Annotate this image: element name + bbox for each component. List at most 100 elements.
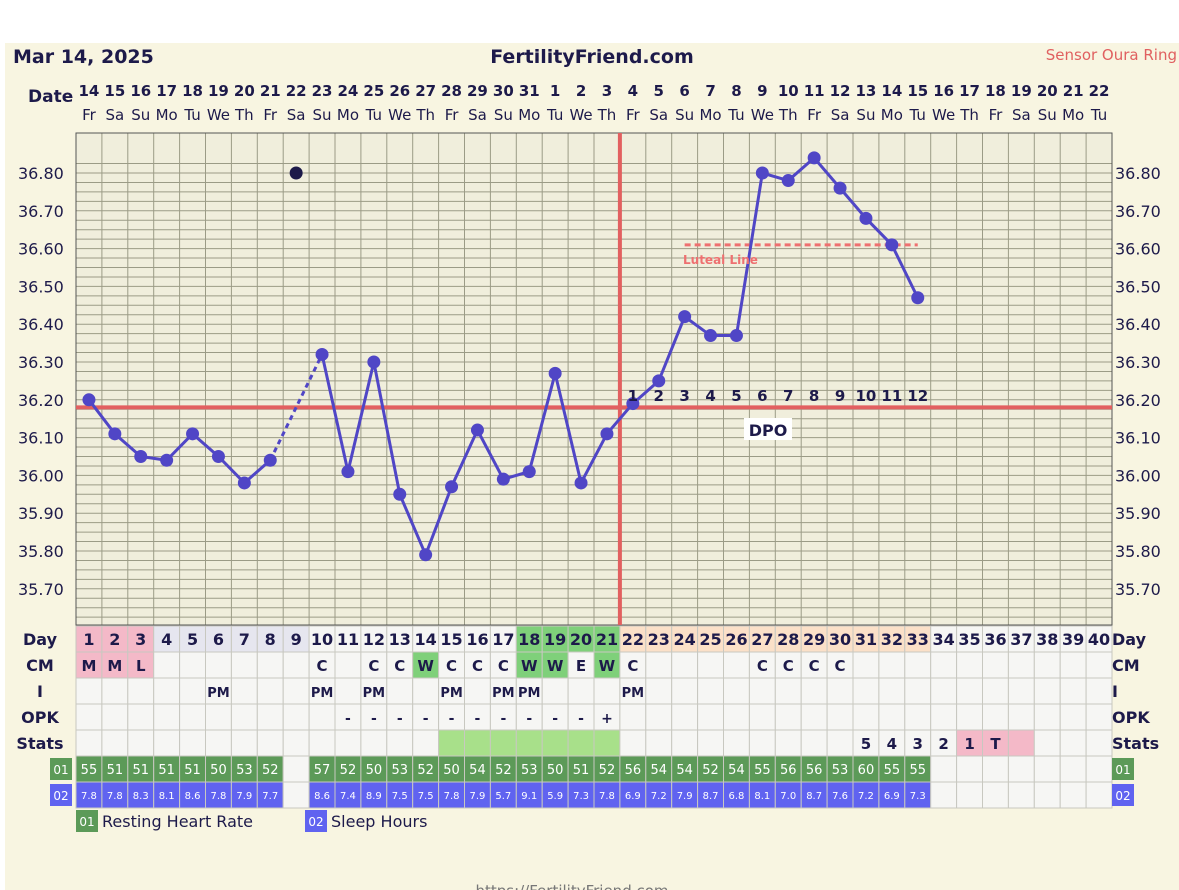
row-cell	[723, 781, 750, 809]
date-weekday: Su	[313, 106, 332, 124]
dpo-number: 3	[679, 387, 689, 405]
dpo-label-box	[744, 418, 792, 440]
dpo-number: 10	[856, 387, 877, 405]
row-badge-right-text: 02	[1115, 789, 1130, 803]
legend-badge-rhr	[76, 810, 98, 832]
row-badge-left-text: 02	[53, 789, 68, 803]
row-label-left-cm: CM	[26, 656, 54, 675]
temperature-point	[678, 310, 692, 324]
row-cell	[567, 651, 595, 679]
row-cell	[619, 625, 647, 653]
row-cell	[1059, 729, 1087, 757]
date-weekday: Sa	[1012, 106, 1031, 124]
sleep-value: 8.6	[314, 791, 330, 802]
intercourse-value: PM	[518, 686, 540, 701]
sleep-value: 6.8	[728, 791, 744, 802]
temperature-point	[108, 427, 122, 441]
row-cell	[800, 781, 828, 809]
temperature-point	[263, 453, 277, 467]
row-cell	[1059, 781, 1087, 809]
dpo-number: 9	[835, 387, 845, 405]
row-cell	[723, 703, 750, 731]
row-cell	[127, 755, 155, 783]
opk-value: -	[345, 711, 351, 727]
row-cell	[956, 651, 983, 679]
row-cell	[1059, 703, 1087, 731]
stats-value: T	[990, 735, 1001, 753]
row-cell	[75, 781, 103, 809]
row-cell	[748, 729, 776, 757]
date-number: 3	[602, 82, 612, 100]
cycle-day-number: 31	[855, 630, 877, 649]
intercourse-value: PM	[207, 686, 229, 701]
date-weekday: We	[932, 106, 955, 124]
row-cell	[230, 625, 258, 653]
date-weekday: Mo	[1062, 106, 1084, 124]
date-weekday: Tu	[546, 106, 563, 124]
dpo-number: 11	[881, 387, 902, 405]
sleep-value: 7.8	[444, 791, 460, 802]
y-tick-label-right: 36.50	[1115, 277, 1161, 296]
row-cell	[308, 651, 336, 679]
cm-value: C	[472, 657, 483, 675]
row-badge-left	[50, 758, 72, 780]
row-cell	[671, 625, 699, 653]
rhr-value: 60	[858, 763, 875, 778]
row-cell	[723, 651, 750, 679]
row-cell	[489, 651, 517, 679]
row-cell	[748, 625, 776, 653]
cycle-day-number: 2	[109, 630, 120, 649]
rhr-value: 51	[573, 763, 590, 778]
date-weekday: Tu	[727, 106, 744, 124]
date-number: 24	[338, 82, 359, 100]
row-cell	[878, 703, 906, 731]
row-label-right-day: Day	[1112, 630, 1147, 649]
row-cell	[956, 625, 983, 653]
date-number: 13	[856, 82, 877, 100]
row-label-left-day: Day	[23, 630, 58, 649]
row-cell	[464, 703, 491, 731]
date-weekday: Sa	[468, 106, 487, 124]
date-weekday: Fr	[82, 106, 97, 124]
row-cell	[256, 677, 284, 705]
cycle-day-number: 24	[674, 630, 696, 649]
cycle-day-number: 22	[622, 630, 644, 649]
row-cell	[697, 729, 724, 757]
dpo-number: 8	[809, 387, 819, 405]
legend-rhr-label: Resting Heart Rate	[102, 812, 253, 831]
row-cell	[852, 625, 880, 653]
row-cell	[179, 729, 207, 757]
row-cell	[127, 781, 155, 809]
row-cell	[567, 729, 595, 757]
row-cell	[464, 755, 491, 783]
cycle-day-number: 27	[751, 630, 773, 649]
date-weekday: Sa	[105, 106, 124, 124]
temperature-point	[496, 472, 510, 486]
row-cell	[1085, 755, 1113, 783]
site-title[interactable]: FertilityFriend.com	[490, 46, 694, 68]
y-tick-label-right: 36.80	[1115, 164, 1161, 183]
rhr-value: 56	[806, 763, 823, 778]
temperature-point	[186, 427, 200, 441]
row-cell	[230, 729, 258, 757]
intercourse-value: PM	[622, 686, 644, 701]
stats-value: 1	[964, 735, 974, 753]
date-weekday: Sa	[649, 106, 668, 124]
intercourse-value: PM	[363, 686, 385, 701]
row-cell	[930, 781, 958, 809]
date-number: 1	[550, 82, 560, 100]
temperature-point	[755, 166, 769, 180]
row-cell	[515, 651, 543, 679]
y-tick-label-right: 36.70	[1115, 202, 1161, 221]
row-cell	[619, 703, 647, 731]
temperature-point	[419, 548, 433, 562]
row-cell	[774, 729, 802, 757]
row-cell	[748, 703, 776, 731]
footer-url[interactable]: https://FertilityFriend.com	[475, 882, 668, 890]
row-cell	[723, 625, 750, 653]
row-cell	[438, 729, 466, 757]
sleep-value: 7.2	[651, 791, 667, 802]
rhr-value: 54	[728, 763, 745, 778]
cm-value: W	[547, 657, 564, 675]
